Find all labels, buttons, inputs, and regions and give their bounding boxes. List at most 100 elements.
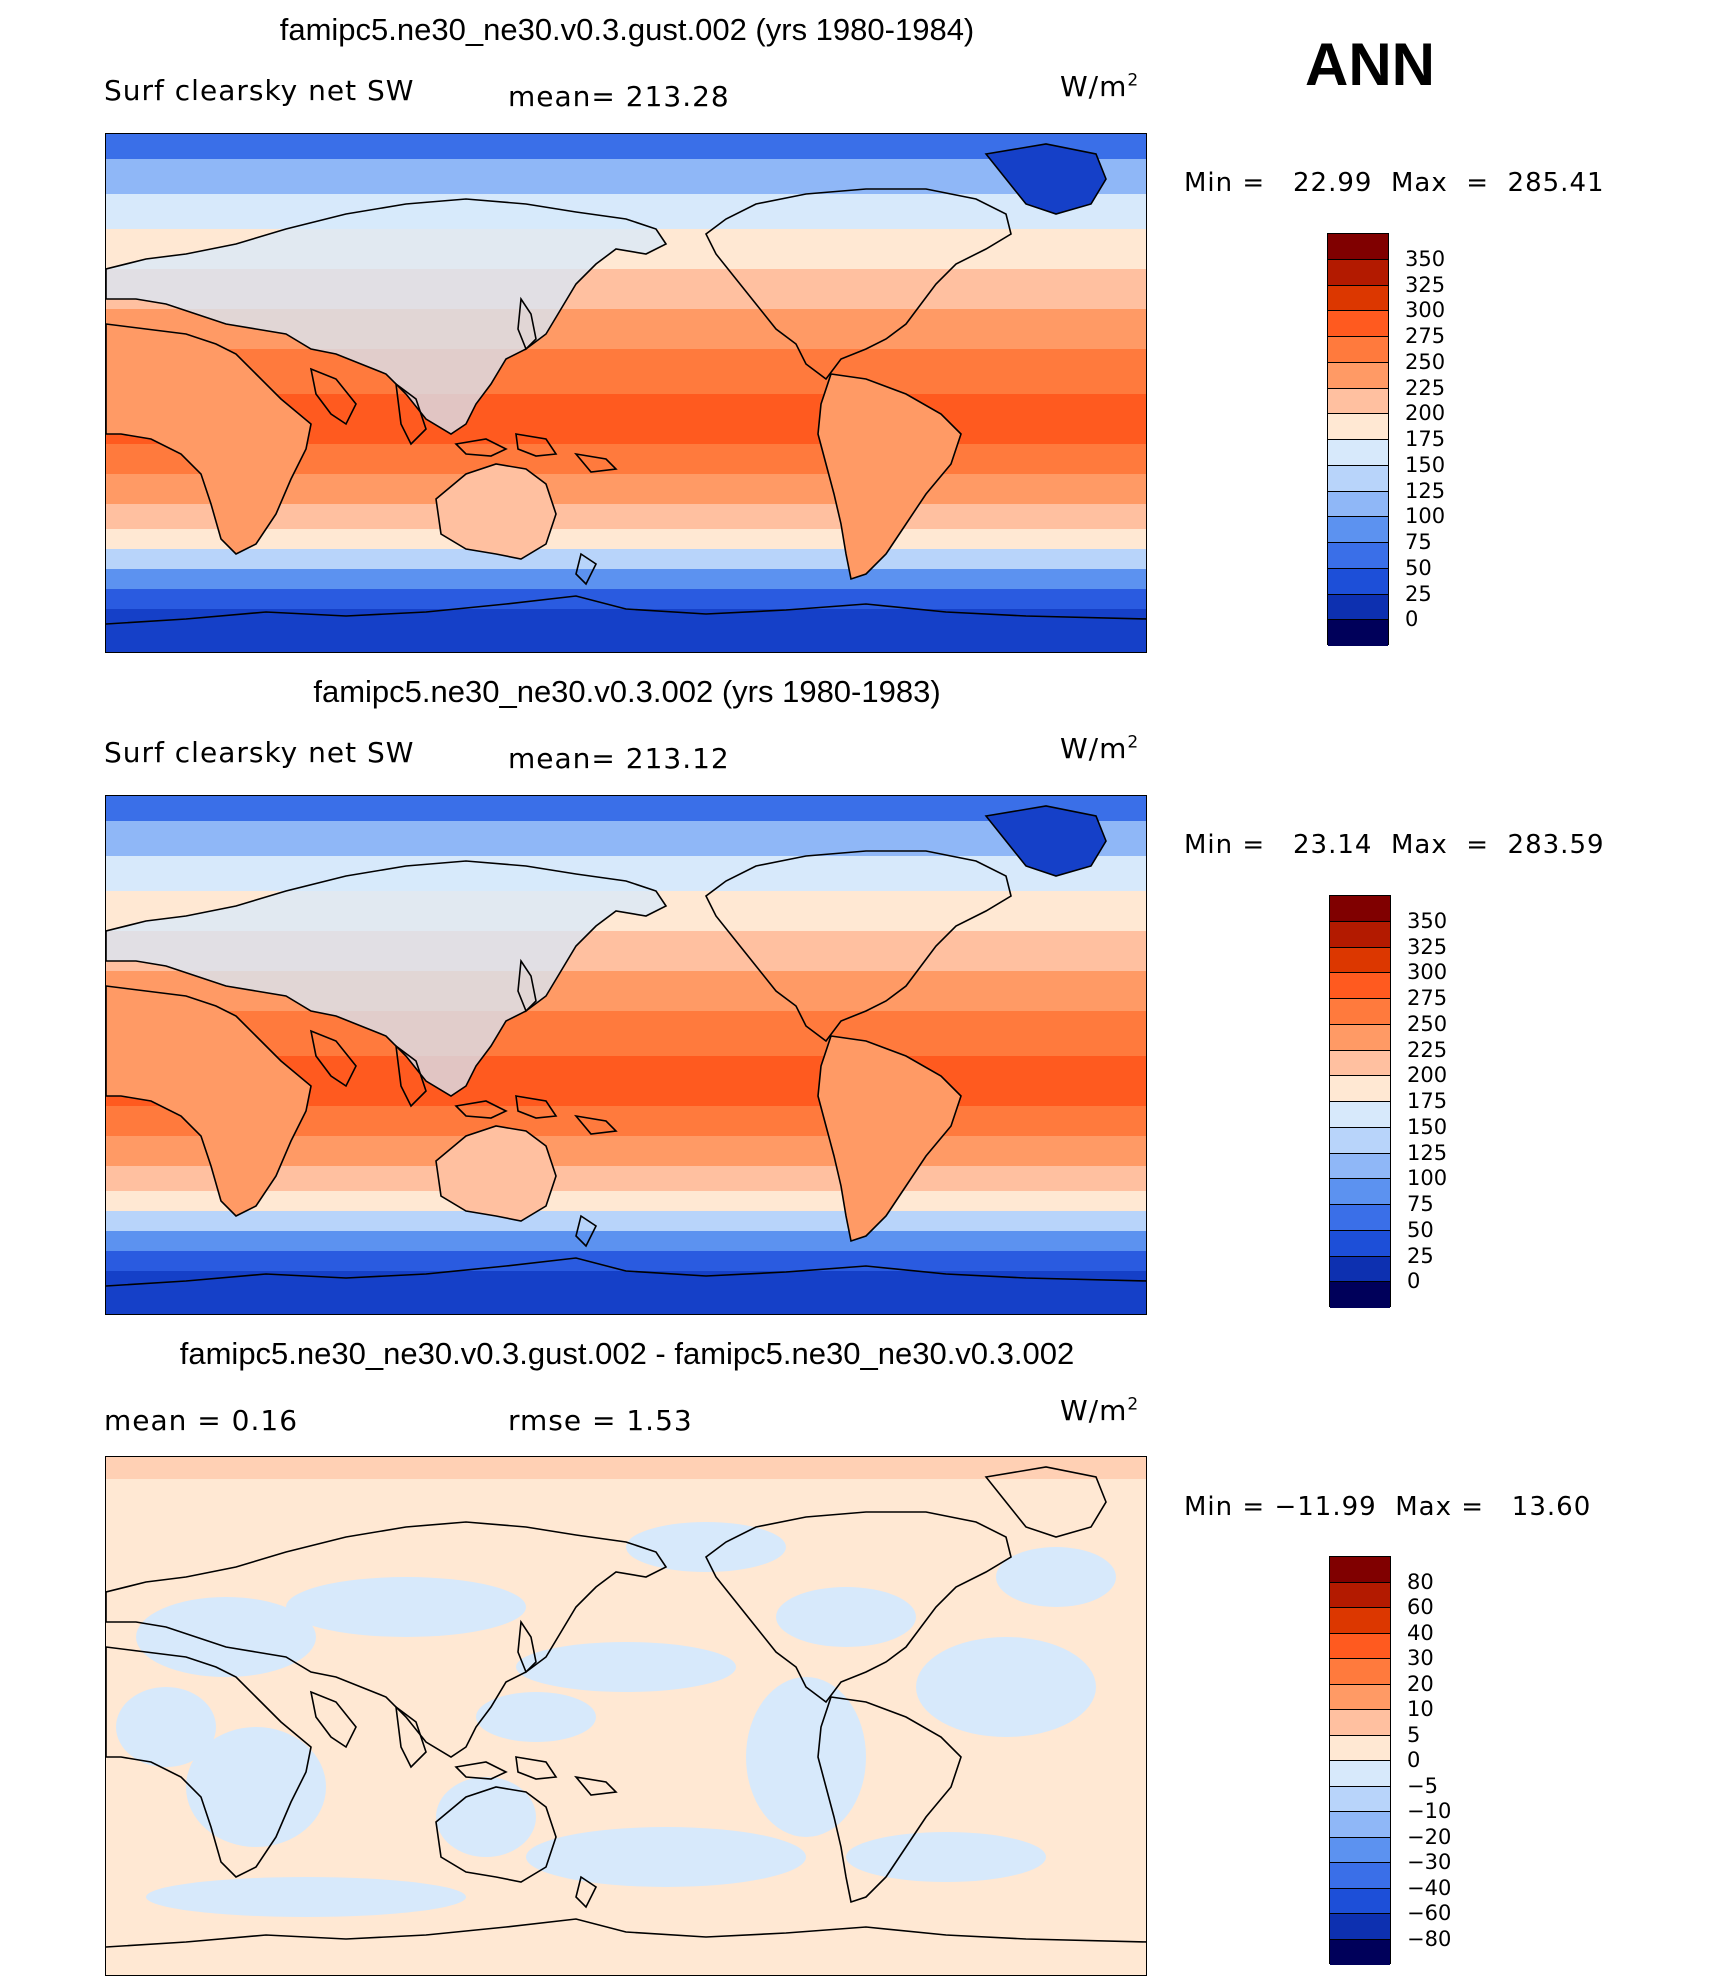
colorbar-tick-label: 0 bbox=[1405, 607, 1419, 632]
map-arctic-anomaly bbox=[106, 1457, 1146, 1479]
map-coastline bbox=[435, 463, 557, 560]
colorbar-swatch bbox=[1330, 1608, 1390, 1634]
colorbar-swatch bbox=[1328, 311, 1388, 337]
map-africa-fill bbox=[106, 986, 311, 1216]
map-coastline bbox=[704, 1511, 1012, 1704]
map-coastline bbox=[574, 452, 618, 473]
colorbar-swatch bbox=[1330, 896, 1390, 922]
map-anomaly-blob bbox=[146, 1877, 466, 1917]
colorbar-swatch bbox=[1328, 285, 1388, 312]
colorbar-swatch bbox=[1328, 594, 1388, 621]
colorbar-tick-label: 50 bbox=[1405, 555, 1432, 580]
map-coastline bbox=[106, 1646, 312, 1878]
colorbar-tick-label: 125 bbox=[1407, 1140, 1448, 1165]
colorbar-swatch bbox=[1328, 491, 1388, 518]
map-coastline bbox=[515, 433, 558, 457]
colorbar-tick-label: 10 bbox=[1407, 1697, 1434, 1721]
map-africa-fill bbox=[106, 324, 311, 554]
map-coastline bbox=[435, 1125, 557, 1222]
colorbar-tick-label: 100 bbox=[1405, 504, 1446, 529]
colorbar-swatch bbox=[1330, 1659, 1390, 1685]
colorbar-tick-label: −10 bbox=[1407, 1799, 1452, 1823]
map-coastline bbox=[575, 1875, 598, 1909]
map-coastline bbox=[984, 805, 1107, 877]
colorbar-swatch bbox=[1328, 388, 1388, 415]
map-coastline bbox=[454, 438, 508, 457]
map-south-america-fill bbox=[818, 374, 961, 579]
panel-3-title: famipc5.ne30_ne30.v0.3.gust.002 - famipc… bbox=[179, 1336, 1075, 1371]
map-coastline bbox=[517, 296, 537, 351]
colorbar-swatch bbox=[1330, 1050, 1390, 1077]
colorbar-swatch bbox=[1330, 1786, 1390, 1812]
colorbar-tick-label: 5 bbox=[1407, 1722, 1421, 1747]
map-band bbox=[106, 1211, 1146, 1232]
colorbar-swatch bbox=[1328, 362, 1388, 389]
map-anomaly-blob bbox=[776, 1587, 916, 1647]
map-anomaly-blob bbox=[996, 1547, 1116, 1607]
colorbar-tick-label: 30 bbox=[1407, 1646, 1434, 1670]
colorbar-swatch bbox=[1330, 947, 1390, 974]
colorbar-tick-label: 275 bbox=[1407, 986, 1448, 1010]
colorbar-swatch bbox=[1330, 1761, 1390, 1787]
panel-1-variable-label: Surf clearsky net SW bbox=[104, 74, 415, 107]
colorbar-swatch bbox=[1330, 1812, 1390, 1838]
map-coastline bbox=[106, 595, 1146, 625]
panel-2-minmax: Min = 23.14 Max = 283.59 bbox=[1184, 830, 1605, 860]
map-coastline bbox=[454, 1100, 508, 1119]
colorbar-tick-label: −80 bbox=[1407, 1926, 1452, 1951]
colorbar-swatch bbox=[1330, 1914, 1390, 1940]
map-band bbox=[106, 159, 1146, 195]
map-eurasia-fill bbox=[106, 861, 666, 1096]
panel-3-colorbar bbox=[1329, 1556, 1391, 1965]
colorbar-tick-label: 350 bbox=[1407, 908, 1448, 933]
map-coastline bbox=[574, 1775, 618, 1796]
colorbar-swatch bbox=[1328, 440, 1388, 466]
colorbar-swatch bbox=[1330, 921, 1390, 948]
map-coastline bbox=[435, 1786, 557, 1883]
map-coastline bbox=[309, 1690, 357, 1749]
map-anomaly-blob bbox=[626, 1522, 786, 1572]
colorbar-tick-label: 150 bbox=[1407, 1114, 1448, 1139]
map-australia-fill bbox=[436, 1126, 556, 1221]
colorbar-tick-label: 125 bbox=[1405, 478, 1446, 503]
colorbar-swatch bbox=[1328, 259, 1388, 286]
map-greenland-fill bbox=[986, 144, 1106, 214]
colorbar-tick-label: 75 bbox=[1407, 1192, 1434, 1216]
map-anomaly-blob bbox=[746, 1677, 866, 1837]
colorbar-tick-label: 80 bbox=[1407, 1569, 1434, 1594]
map-anomaly-blob bbox=[916, 1637, 1096, 1737]
colorbar-tick-label: 40 bbox=[1407, 1620, 1434, 1645]
colorbar-swatch bbox=[1330, 1684, 1390, 1710]
colorbar-tick-label: 200 bbox=[1407, 1063, 1448, 1088]
colorbar-swatch bbox=[1330, 1837, 1390, 1863]
colorbar-swatch bbox=[1330, 1557, 1390, 1583]
map-band bbox=[106, 1166, 1146, 1192]
map-band bbox=[106, 1271, 1146, 1314]
panel-1-colorbar bbox=[1327, 233, 1389, 646]
panel-2-mean-label: mean= 213.12 bbox=[508, 742, 730, 775]
map-coastline bbox=[454, 1761, 508, 1780]
colorbar-swatch bbox=[1330, 1179, 1390, 1205]
panel-1-units: W/m2 bbox=[1060, 70, 1140, 103]
colorbar-tick-label: 325 bbox=[1407, 934, 1448, 959]
map-coastline bbox=[575, 1214, 598, 1248]
panel-1-map-svg bbox=[106, 134, 1146, 652]
colorbar-tick-label: 350 bbox=[1405, 246, 1446, 271]
panel-2-map bbox=[105, 795, 1147, 1315]
panel-2-map-svg bbox=[106, 796, 1146, 1314]
colorbar-tick-label: −60 bbox=[1407, 1901, 1452, 1925]
colorbar-swatch bbox=[1328, 568, 1388, 595]
colorbar-tick-label: 0 bbox=[1407, 1748, 1421, 1772]
panel-3-map-svg bbox=[106, 1457, 1146, 1975]
colorbar-swatch bbox=[1328, 620, 1388, 646]
map-coastline bbox=[517, 1619, 537, 1674]
panel-1-mean-label: mean= 213.28 bbox=[508, 80, 730, 113]
colorbar-swatch bbox=[1330, 1127, 1390, 1154]
colorbar-swatch bbox=[1328, 465, 1388, 492]
map-band bbox=[106, 821, 1146, 857]
colorbar-tick-label: 275 bbox=[1405, 324, 1446, 348]
map-coastline bbox=[817, 1035, 962, 1243]
colorbar-swatch bbox=[1330, 1102, 1390, 1128]
panel-2-variable-label: Surf clearsky net SW bbox=[104, 736, 415, 769]
colorbar-swatch bbox=[1328, 543, 1388, 569]
